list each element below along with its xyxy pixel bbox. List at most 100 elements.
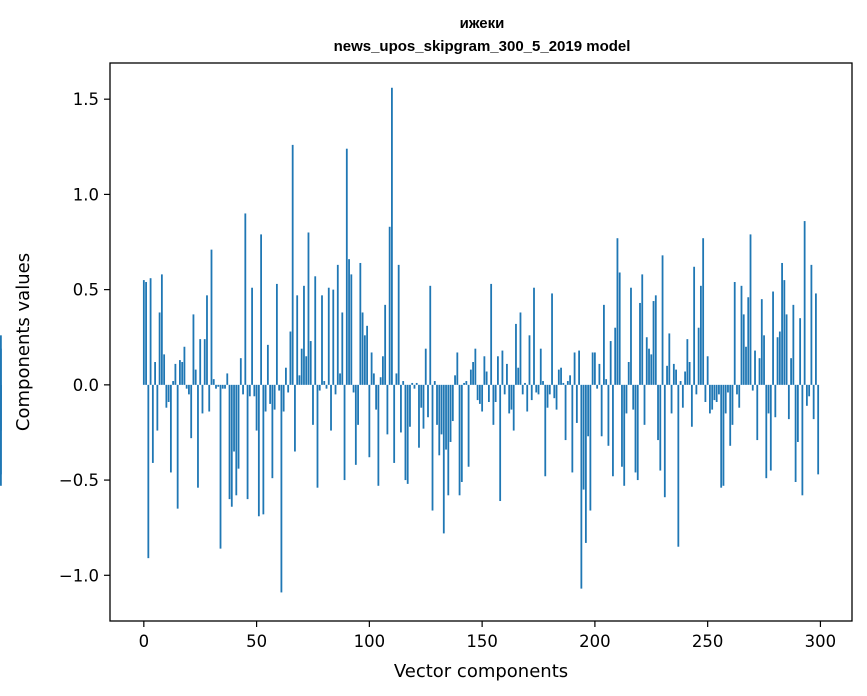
bar-164 xyxy=(512,384,515,431)
bar-261 xyxy=(731,384,734,425)
bar-23 xyxy=(194,369,197,385)
bar-247 xyxy=(699,285,702,385)
bar-162 xyxy=(508,384,511,414)
bar-129 xyxy=(433,381,436,385)
bar-57 xyxy=(271,384,274,479)
bar-286 xyxy=(787,384,790,420)
bar-133 xyxy=(442,384,445,534)
bar-265 xyxy=(740,285,743,385)
bar-20 xyxy=(188,384,190,395)
bar-179 xyxy=(546,384,549,408)
bar-170 xyxy=(526,384,529,412)
bar-182 xyxy=(553,384,556,399)
bar-278 xyxy=(769,384,772,471)
bar-177 xyxy=(542,381,544,385)
bar-29 xyxy=(208,384,211,412)
bar-15 xyxy=(176,384,179,509)
bar-228 xyxy=(657,384,659,441)
bar-293 xyxy=(803,221,806,385)
bar-214 xyxy=(625,384,628,414)
bar-226 xyxy=(652,301,655,385)
bar-275 xyxy=(763,335,765,385)
bar-147 xyxy=(474,348,477,385)
bar-242 xyxy=(688,362,691,385)
bar-295 xyxy=(808,384,811,397)
bar-28 xyxy=(206,295,208,385)
bar-44 xyxy=(242,384,244,395)
bar-39 xyxy=(230,384,233,507)
bar-190 xyxy=(571,384,574,473)
bar-196 xyxy=(584,384,587,543)
bar-167 xyxy=(519,312,522,385)
bar-55 xyxy=(266,344,269,385)
bar-282 xyxy=(778,331,781,385)
bar-73 xyxy=(307,232,310,385)
bar-172 xyxy=(530,384,533,401)
bar-245 xyxy=(695,384,698,395)
bar-97 xyxy=(361,312,364,385)
bar-9 xyxy=(163,354,166,385)
bar-86 xyxy=(336,264,339,385)
bar-42 xyxy=(237,384,240,469)
bar-99 xyxy=(366,325,368,385)
bar-87 xyxy=(339,373,341,385)
bar-238 xyxy=(679,381,682,385)
bar-89 xyxy=(343,384,346,481)
bar-18 xyxy=(183,346,186,385)
bar-4 xyxy=(151,384,154,463)
bar-267 xyxy=(745,346,747,385)
bar-43 xyxy=(239,358,242,385)
bar-81 xyxy=(325,384,328,389)
bar-155 xyxy=(492,384,495,425)
bar-108 xyxy=(386,384,389,435)
bar-171 xyxy=(528,335,531,385)
bar-49 xyxy=(253,384,256,397)
bar-219 xyxy=(636,384,639,481)
bar-178 xyxy=(544,384,547,477)
bar-82 xyxy=(327,287,330,385)
bar-151 xyxy=(483,356,486,385)
bar-180 xyxy=(548,384,551,395)
bar-207 xyxy=(609,341,612,385)
bar-34 xyxy=(219,384,222,549)
bar-48 xyxy=(251,287,253,385)
bar-252 xyxy=(711,384,714,410)
bar-246 xyxy=(697,327,700,385)
bar-233 xyxy=(668,333,671,385)
bar-103 xyxy=(375,384,378,410)
bar-6 xyxy=(156,384,159,431)
bar-10 xyxy=(165,384,168,408)
y-tick-label: 1.5 xyxy=(73,90,99,109)
bar-107 xyxy=(384,304,387,385)
bar-274 xyxy=(760,299,763,385)
bar-14 xyxy=(174,363,177,385)
bar-257 xyxy=(722,384,725,486)
bar-292 xyxy=(801,384,804,496)
bar-92 xyxy=(350,274,353,385)
y-tick-label: −0.5 xyxy=(59,471,99,490)
bar-224 xyxy=(648,348,650,385)
bar-85 xyxy=(334,384,337,395)
bar-211 xyxy=(618,272,621,385)
bar-158 xyxy=(499,384,502,502)
bar-188 xyxy=(566,381,569,385)
bar-256 xyxy=(720,384,723,488)
chart-title: ижеки xyxy=(460,15,505,32)
bar-53 xyxy=(262,384,265,515)
bar-288 xyxy=(792,304,795,385)
bar-191 xyxy=(573,352,576,385)
bar-268 xyxy=(747,297,750,385)
bar-298 xyxy=(815,293,817,385)
bar-74 xyxy=(309,341,312,385)
bar-280 xyxy=(774,384,777,418)
bar-284 xyxy=(783,280,786,385)
bar-88 xyxy=(341,312,344,385)
bar-19 xyxy=(185,384,188,389)
bar-56 xyxy=(269,384,272,404)
bar-232 xyxy=(666,365,668,385)
bar-27 xyxy=(203,339,206,385)
bar-195 xyxy=(582,384,585,490)
bar-50 xyxy=(255,384,258,431)
bar-227 xyxy=(654,295,657,385)
